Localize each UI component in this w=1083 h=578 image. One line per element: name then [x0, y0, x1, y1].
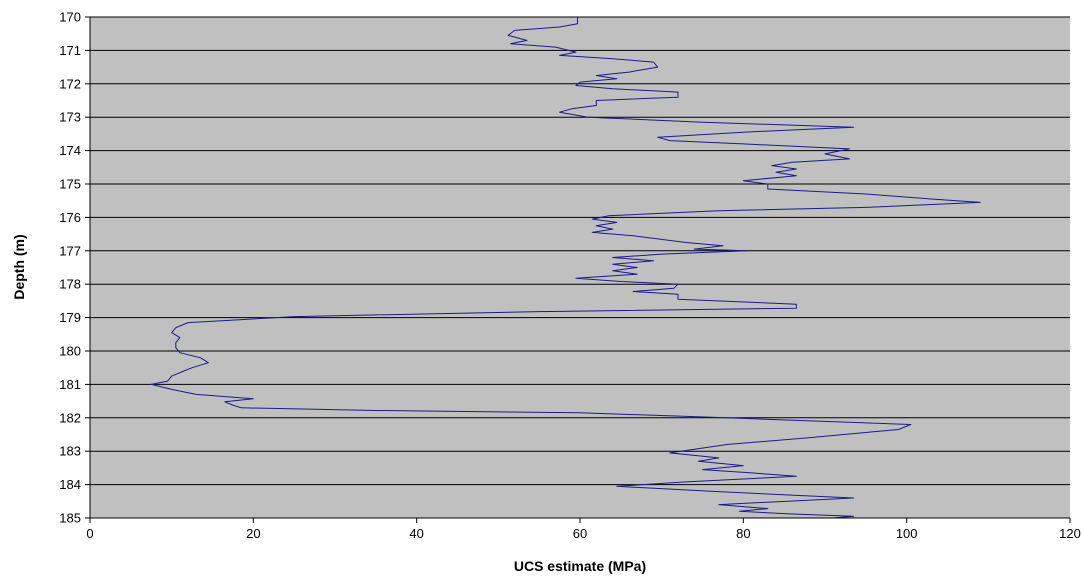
- y-tick-label-173: 173: [59, 110, 81, 125]
- x-tick-label-120: 120: [1059, 526, 1081, 541]
- x-tick-label-60: 60: [573, 526, 587, 541]
- x-tick-label-20: 20: [246, 526, 260, 541]
- y-tick-label-177: 177: [59, 243, 81, 258]
- gridlines: [90, 16, 1070, 519]
- y-tick-label-184: 184: [59, 477, 81, 492]
- y-tick-label-181: 181: [59, 377, 81, 392]
- axes: [89, 17, 1070, 519]
- y-tick-label-172: 172: [59, 76, 81, 91]
- x-axis-tick-labels: 0 20 40 60 80 100 120: [86, 526, 1080, 541]
- y-tick-label-171: 171: [59, 43, 81, 58]
- y-tick-label-179: 179: [59, 310, 81, 325]
- axis-tick-marks: [85, 16, 1071, 523]
- y-tick-label-182: 182: [59, 410, 81, 425]
- y-tick-label-176: 176: [59, 210, 81, 225]
- y-axis-tick-labels: 170 171 172 173 174 175 176 177 178 179 180 181 182 1…: [59, 10, 81, 526]
- plot-area: [90, 17, 1070, 518]
- x-tick-label-80: 80: [736, 526, 750, 541]
- y-tick-label-185: 185: [59, 511, 81, 526]
- y-tick-label-170: 170: [59, 10, 81, 25]
- y-axis-title: Depth (m): [11, 234, 27, 299]
- y-tick-label-174: 174: [59, 143, 81, 158]
- y-tick-label-180: 180: [59, 344, 81, 359]
- y-tick-label-178: 178: [59, 277, 81, 292]
- x-tick-label-40: 40: [409, 526, 423, 541]
- ucs-series-line: [150, 17, 981, 519]
- y-tick-label-183: 183: [59, 444, 81, 459]
- x-tick-label-100: 100: [896, 526, 918, 541]
- y-tick-label-175: 175: [59, 177, 81, 192]
- x-tick-label-0: 0: [86, 526, 93, 541]
- x-axis-title: UCS estimate (MPa): [514, 558, 646, 574]
